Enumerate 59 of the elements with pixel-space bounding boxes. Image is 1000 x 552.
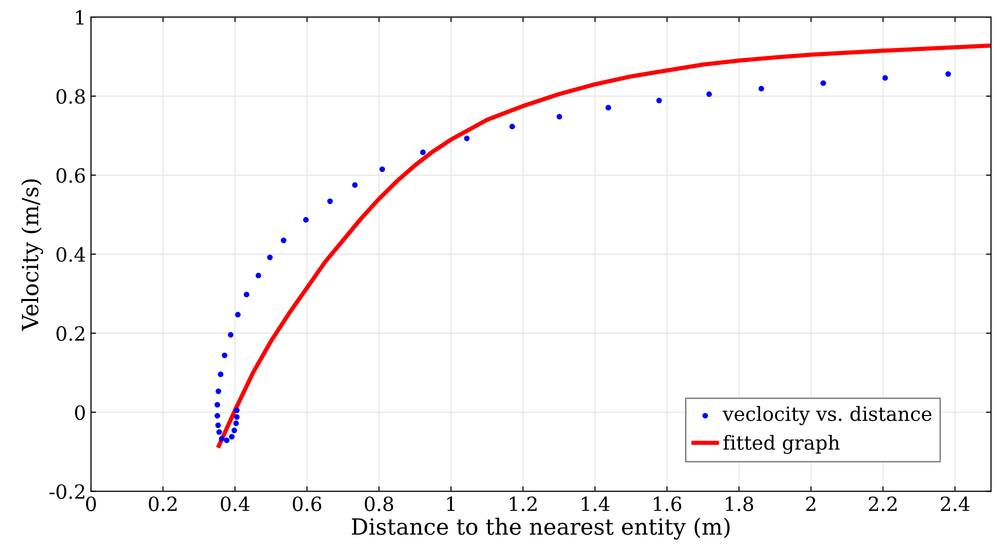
point — [267, 254, 273, 260]
point — [556, 114, 562, 120]
point — [327, 198, 333, 204]
x-tick-label: 0.6 — [292, 496, 322, 512]
x-tick-label: 0.2 — [148, 496, 177, 512]
y-tick-label: 0 — [75, 405, 85, 420]
point — [379, 166, 386, 172]
point — [656, 98, 662, 104]
point — [464, 136, 470, 142]
x-tick-label: 0.8 — [364, 496, 394, 512]
point — [352, 182, 358, 188]
y-tick-label: 0.4 — [56, 247, 86, 262]
x-tick-label: 1 — [447, 496, 454, 511]
y-tick-label: 0.2 — [56, 326, 84, 341]
point — [758, 86, 764, 92]
point — [218, 372, 224, 378]
y-axis-title: Velocity (m/s) — [21, 179, 44, 331]
point — [420, 149, 426, 156]
point — [228, 434, 235, 440]
point — [303, 217, 309, 223]
x-tick-label: 1.2 — [510, 496, 537, 512]
y-tick-label: 0.8 — [56, 89, 85, 104]
point — [215, 422, 221, 428]
x-tick-label: 1.4 — [582, 496, 610, 512]
point — [224, 438, 230, 444]
point — [235, 312, 241, 318]
point — [234, 408, 240, 414]
point — [214, 402, 220, 408]
point — [232, 428, 238, 434]
point — [228, 332, 234, 338]
x-tick-label: 0 — [86, 496, 96, 512]
legend-label: veclocity vs. distance — [722, 406, 932, 426]
point — [216, 388, 222, 394]
y-tick-label: -0.2 — [50, 484, 84, 499]
point — [222, 352, 228, 358]
point — [233, 420, 239, 426]
x-tick-label: 1.6 — [654, 496, 682, 512]
x-tick-label: 2.2 — [868, 496, 897, 512]
point — [218, 436, 224, 442]
x-tick-label: 1.8 — [726, 496, 754, 512]
x-tick-label: 2.4 — [940, 496, 970, 512]
point — [256, 272, 262, 278]
point — [820, 80, 826, 86]
y-tick-label: 0.6 — [56, 168, 85, 183]
x-tick-label: 2 — [806, 496, 816, 511]
point — [216, 429, 222, 435]
point — [509, 124, 515, 130]
point — [234, 414, 240, 420]
point — [214, 413, 220, 419]
x-tick-label: 0.4 — [220, 496, 250, 512]
point — [244, 292, 250, 298]
point — [945, 71, 951, 77]
legend-label: fitted graph — [723, 434, 840, 454]
point — [606, 104, 612, 110]
x-axis-title: Distance to the nearest entity (m) — [352, 518, 730, 540]
point — [280, 238, 286, 244]
point — [706, 91, 712, 97]
point — [882, 75, 888, 81]
y-tick-label: 1 — [76, 10, 84, 24]
